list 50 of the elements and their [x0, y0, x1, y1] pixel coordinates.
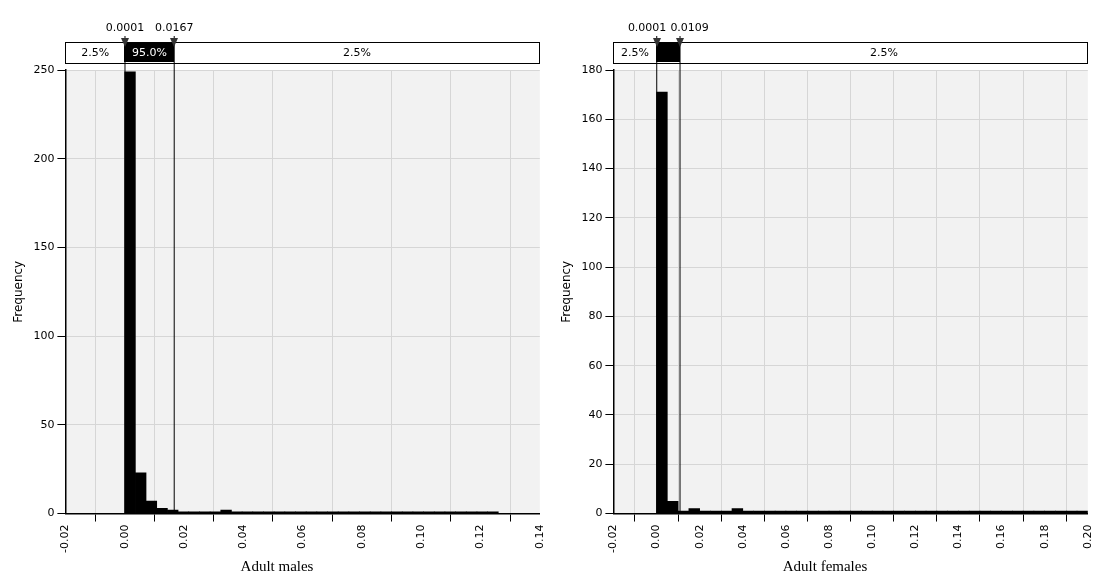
y-tick-label: 150 [33, 240, 55, 254]
y-tick-label: 120 [581, 210, 603, 224]
x-tick-label: 0.14 [951, 524, 965, 550]
y-tick-label: 0 [595, 506, 603, 520]
x-tick-label: 0.08 [821, 524, 835, 550]
y-tick-label: 180 [581, 62, 603, 76]
x-tick-label: 0.10 [414, 524, 428, 550]
x-tick-label: 0.00 [117, 524, 131, 550]
x-tick-label: 0.12 [473, 524, 487, 550]
x-tick-label: 0.12 [908, 524, 922, 550]
x-tick-label: 0.20 [1080, 524, 1094, 550]
ref-line-label: 0.0167 [154, 20, 194, 36]
y-tick-label: 80 [588, 309, 603, 323]
y-axis-title: Frequency [559, 260, 574, 323]
text: 2.5% [343, 45, 371, 61]
text: 2.5% [81, 45, 110, 61]
x-tick-label: -0.02 [606, 524, 620, 554]
x-tick-label: -0.02 [58, 524, 72, 554]
y-tick-label: 100 [581, 259, 603, 273]
y-tick-label: 40 [588, 407, 603, 421]
y-tick-label: 0 [47, 506, 55, 520]
x-tick-label: 0.08 [354, 524, 368, 550]
y-tick-label: 160 [581, 112, 603, 126]
x-tick-label: 0.06 [295, 524, 309, 550]
x-tick-label: 0.10 [865, 524, 879, 550]
x-tick-label: 0.04 [236, 524, 250, 550]
y-tick-label: 100 [33, 328, 55, 342]
y-tick-label: 50 [40, 417, 55, 431]
x-tick-label: 0.14 [532, 524, 546, 550]
ref-line-label: 0.0109 [670, 20, 709, 36]
x-tick-label: 0.04 [735, 524, 749, 550]
y-tick-label: 20 [588, 457, 603, 471]
x-tick-label: 0.02 [692, 524, 706, 550]
x-tick-label: 0.06 [778, 524, 792, 550]
x-tick-label: 0.16 [994, 524, 1008, 550]
text: Adult females [782, 557, 868, 574]
text: Adult males [240, 557, 314, 574]
x-tick-label: 0.02 [176, 524, 190, 550]
ref-line-label: 0.0001 [627, 20, 667, 36]
text: 2.5% [869, 45, 898, 61]
x-tick-label: 0.18 [1037, 524, 1051, 550]
y-tick-label: 250 [33, 62, 55, 76]
y-tick-label: 200 [33, 151, 55, 165]
y-tick-label: 60 [588, 358, 603, 372]
y-tick-label: 140 [581, 161, 603, 175]
y-axis-title: Frequency [11, 260, 26, 323]
x-tick-label: 0.00 [649, 524, 663, 550]
text: 2.5% [621, 45, 650, 61]
text: 95.0% [132, 45, 168, 61]
ref-line-label: 0.0001 [105, 20, 145, 36]
